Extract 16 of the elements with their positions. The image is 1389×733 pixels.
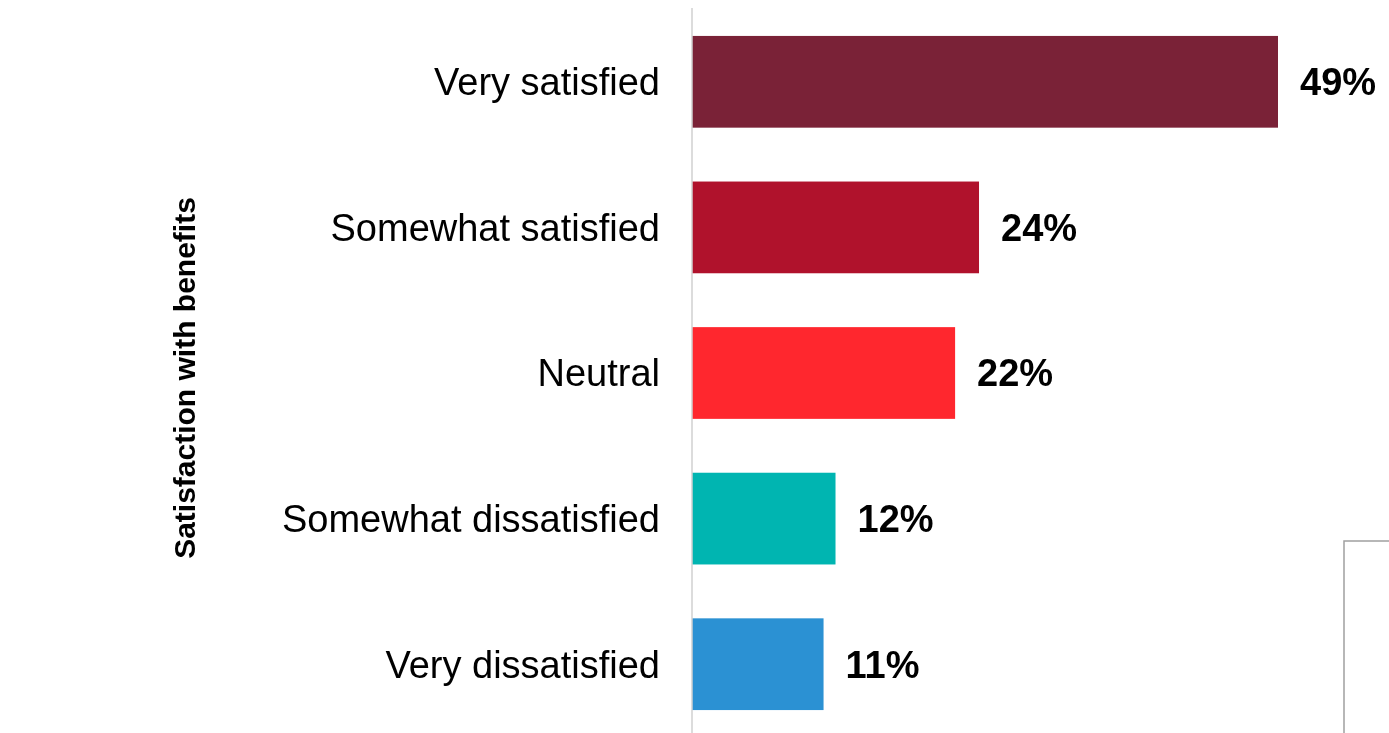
data-label: 22% bbox=[977, 352, 1054, 395]
y-tick-label: Somewhat satisfied bbox=[330, 206, 660, 249]
bar bbox=[692, 35, 1278, 128]
data-label: 24% bbox=[1001, 206, 1078, 249]
y-tick-label: Neutral bbox=[537, 352, 660, 395]
y-tick-label: Very satisfied bbox=[434, 61, 660, 104]
bar bbox=[692, 472, 836, 565]
bar bbox=[692, 181, 980, 274]
y-tick-label: Somewhat dissatisfied bbox=[281, 497, 660, 540]
y-tick-label: Very dissatisfied bbox=[385, 643, 660, 686]
data-label: 11% bbox=[845, 643, 920, 686]
bar bbox=[692, 327, 956, 419]
bar bbox=[692, 618, 824, 711]
y-axis-title: Satisfaction with benefits bbox=[168, 197, 201, 559]
data-label: 49% bbox=[1300, 61, 1377, 104]
data-label: 12% bbox=[857, 497, 934, 540]
